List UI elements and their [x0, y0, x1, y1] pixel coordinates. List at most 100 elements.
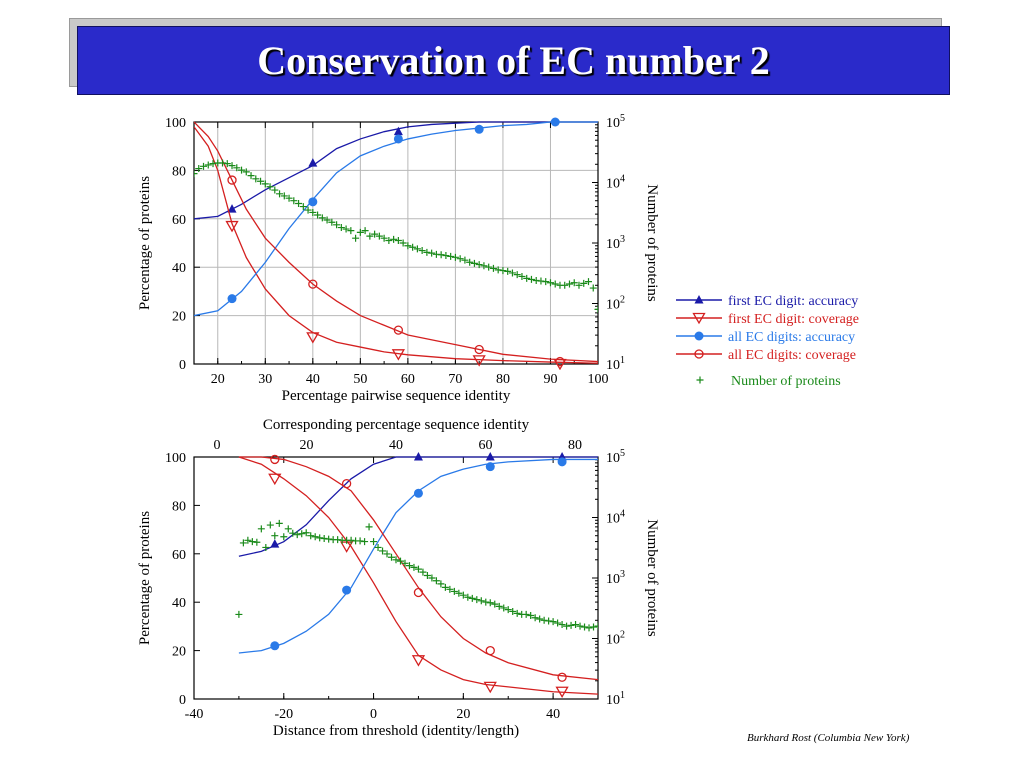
- y-tick-label: 20: [172, 310, 186, 325]
- data-point-number-of-proteins: [375, 232, 383, 240]
- marker-first-ec-digit-coverage: [225, 220, 239, 233]
- line-all-ec-digits-accuracy: [238, 458, 598, 654]
- data-point-number-of-proteins: [242, 168, 250, 176]
- data-point-number-of-proteins: [244, 536, 252, 544]
- data-point-number-of-proteins: [442, 252, 450, 260]
- x2-tick-label: 0: [214, 438, 221, 453]
- marker-first-ec-digit-coverage: [483, 681, 497, 694]
- data-point-number-of-proteins: [333, 221, 341, 229]
- data-point-number-of-proteins: [459, 591, 467, 599]
- data-point-number-of-proteins: [385, 236, 393, 244]
- data-point-number-of-proteins: [575, 281, 583, 289]
- data-point-number-of-proteins: [540, 616, 548, 624]
- data-point-number-of-proteins: [572, 621, 580, 629]
- data-point-number-of-proteins: [504, 267, 512, 275]
- data-point-number-of-proteins: [455, 589, 463, 597]
- line-all-ec-digits-coverage: [194, 121, 598, 363]
- data-point-number-of-proteins: [594, 622, 598, 630]
- legend-marker: [692, 312, 706, 325]
- data-point-number-of-proteins: [219, 159, 227, 167]
- data-point-number-of-proteins: [290, 197, 298, 205]
- data-point-number-of-proteins: [523, 274, 531, 282]
- x-tick-label: 20: [211, 372, 225, 387]
- data-point-number-of-proteins: [536, 615, 544, 623]
- data-point-number-of-proteins: [409, 243, 417, 251]
- data-point-number-of-proteins: [464, 593, 472, 601]
- data-point-number-of-proteins: [299, 203, 307, 211]
- data-point-number-of-proteins: [271, 186, 279, 194]
- marker-all-ec-digits-accuracy: [342, 585, 352, 595]
- x-axis-label: Percentage pairwise sequence identity: [282, 388, 511, 404]
- x-tick-label: -40: [185, 707, 204, 722]
- data-point-number-of-proteins: [441, 583, 449, 591]
- data-point-number-of-proteins: [371, 230, 379, 238]
- marker-all-ec-digits-coverage: [393, 325, 404, 335]
- data-point-number-of-proteins: [293, 531, 301, 539]
- marker-all-ec-digits-coverage: [474, 344, 484, 355]
- y-tick-label: 80: [172, 164, 186, 179]
- marker-all-ec-digits-coverage: [341, 478, 352, 489]
- data-point-number-of-proteins: [576, 622, 584, 630]
- data-point-number-of-proteins: [239, 539, 247, 547]
- y2-tick-label: 105: [606, 113, 625, 131]
- marker-all-ec-digits-accuracy: [227, 294, 237, 304]
- y2-tick-label: 101: [606, 690, 625, 708]
- data-point-number-of-proteins: [365, 523, 373, 531]
- data-point-number-of-proteins: [356, 537, 364, 545]
- data-point-number-of-proteins: [504, 606, 512, 614]
- y2-tick-label: 104: [606, 174, 625, 192]
- data-point-number-of-proteins: [195, 165, 203, 173]
- data-point-number-of-proteins: [482, 598, 490, 606]
- y2-tick-label: 104: [606, 509, 625, 527]
- data-point-number-of-proteins: [257, 525, 265, 533]
- marker-all-ec-digits-coverage: [227, 175, 237, 185]
- chart-1: 20 30 40 50 60 70 80 90 100020406080100101102103…: [137, 113, 660, 404]
- data-point-number-of-proteins: [275, 519, 283, 527]
- marker-first-ec-digit-coverage: [472, 355, 486, 367]
- data-point-number-of-proteins: [392, 556, 400, 564]
- data-point-number-of-proteins: [554, 619, 562, 627]
- data-point-number-of-proteins: [347, 227, 355, 235]
- legend-marker: [694, 349, 704, 359]
- legend-marker: [694, 295, 704, 304]
- marker-all-ec-digits-accuracy: [270, 641, 280, 651]
- y2-axis-label: Number of proteins: [644, 519, 660, 637]
- marker-all-ec-digits-accuracy: [485, 462, 495, 472]
- line-first-ec-digit-accuracy: [238, 456, 598, 557]
- marker-first-ec-digit-coverage: [555, 686, 569, 699]
- y-tick-label: 80: [172, 499, 186, 514]
- data-point-number-of-proteins: [545, 617, 553, 625]
- data-point-number-of-proteins: [204, 161, 212, 169]
- marker-first-ec-digit-accuracy: [393, 126, 403, 136]
- author-credit: Burkhard Rost (Columbia New York): [747, 732, 910, 744]
- data-point-number-of-proteins: [298, 530, 306, 538]
- data-point-number-of-proteins: [480, 262, 488, 270]
- data-point-number-of-proteins: [590, 623, 598, 631]
- y2-tick-label: 101: [606, 355, 625, 373]
- y2-axis-label: Number of proteins: [644, 184, 660, 302]
- data-point-number-of-proteins: [414, 565, 422, 573]
- data-point-number-of-proteins: [447, 252, 455, 260]
- data-point-number-of-proteins: [194, 170, 198, 178]
- data-point-number-of-proteins: [266, 521, 274, 529]
- x-tick-label: 0: [370, 707, 377, 722]
- marker-all-ec-digits-accuracy: [557, 457, 567, 467]
- marker-first-ec-digit-coverage: [411, 655, 426, 667]
- y-tick-label: 60: [172, 548, 186, 563]
- data-point-number-of-proteins: [466, 258, 474, 266]
- data-point-number-of-proteins: [594, 305, 598, 313]
- data-point-number-of-proteins: [491, 600, 499, 608]
- data-point-number-of-proteins: [589, 284, 597, 292]
- marker-all-ec-digits-accuracy: [413, 488, 423, 498]
- y-tick-label: 60: [172, 213, 186, 228]
- data-point-number-of-proteins: [401, 559, 409, 567]
- x2-tick-label: 60: [479, 438, 493, 453]
- data-point-number-of-proteins: [247, 172, 255, 180]
- y2-tick-label: 103: [606, 569, 625, 587]
- data-point-number-of-proteins: [513, 271, 521, 279]
- x-tick-label: 40: [546, 707, 560, 722]
- data-point-number-of-proteins: [542, 278, 550, 286]
- data-point-number-of-proteins: [494, 266, 502, 274]
- data-point-number-of-proteins: [518, 272, 526, 280]
